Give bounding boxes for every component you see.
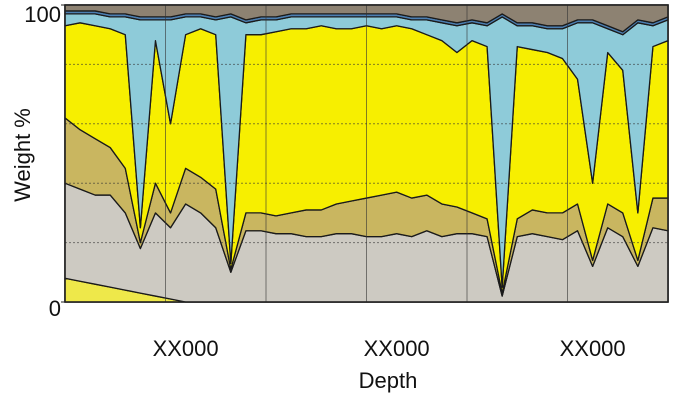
y-axis-label: Weight % xyxy=(10,108,35,202)
plot-frame xyxy=(64,4,669,303)
x-axis-label: Depth xyxy=(359,368,418,393)
x-tick-label: XX000 xyxy=(153,336,219,361)
y-tick-label: 100 xyxy=(24,2,61,27)
x-tick-label: XX000 xyxy=(364,336,430,361)
y-tick-label: 0 xyxy=(49,296,61,321)
x-tick-label: XX000 xyxy=(560,336,626,361)
